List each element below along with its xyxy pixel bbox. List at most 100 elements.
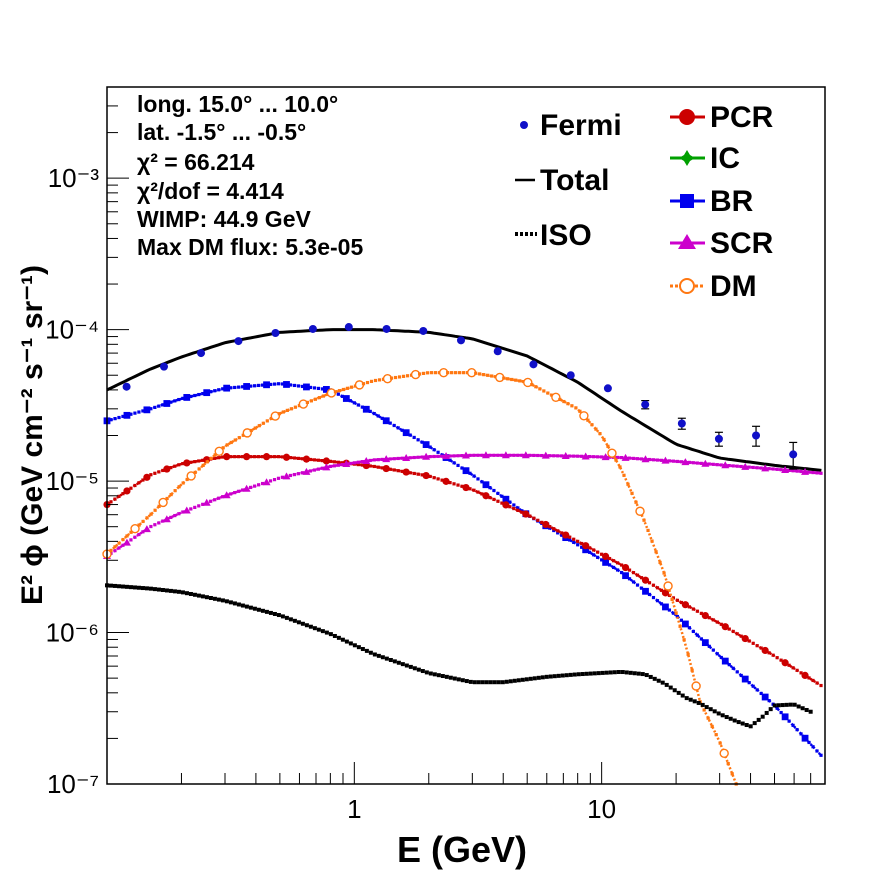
series-br-point — [420, 440, 424, 444]
series-iso-point — [432, 672, 437, 677]
series-dm-point — [137, 523, 141, 527]
series-dm-point — [506, 377, 510, 381]
series-dm-point — [186, 471, 196, 481]
series-br-point — [619, 570, 624, 575]
legend-marker-scr — [678, 234, 696, 249]
series-scr-point — [242, 484, 251, 492]
series-pcr-point — [711, 618, 715, 622]
series-br-point — [416, 438, 420, 442]
series-scr-point — [601, 453, 610, 461]
series-pcr-point — [739, 634, 743, 638]
series-pcr-point — [582, 542, 590, 550]
series-scr-point — [791, 469, 795, 473]
series-scr-point — [368, 458, 372, 463]
series-pcr-point — [608, 556, 612, 561]
series-iso-point — [772, 703, 777, 708]
series-iso-point — [512, 678, 517, 683]
series-scr-point — [213, 498, 217, 502]
series-pcr-point — [600, 552, 604, 556]
series-pcr-point — [562, 531, 570, 539]
series-pcr-point — [715, 620, 719, 624]
series-scr-point — [651, 458, 656, 462]
series-br-point — [631, 580, 636, 584]
series-iso-point — [796, 704, 801, 709]
series-br-point — [627, 577, 632, 581]
series-dm-point — [726, 761, 730, 766]
y-tick-label: 10⁻⁴ — [45, 315, 99, 345]
series-dm-point — [158, 497, 168, 508]
series-br-point — [203, 389, 211, 397]
series-scr-point — [811, 470, 815, 475]
legend-label-scr: SCR — [710, 227, 774, 260]
series-pcr-point — [767, 651, 771, 655]
series-pcr-point — [320, 459, 324, 463]
series-scr-point — [201, 502, 205, 506]
series-pcr-point — [312, 458, 317, 462]
series-br-point — [163, 400, 171, 407]
series-scr-point — [576, 454, 580, 458]
series-scr-point — [687, 460, 691, 465]
series-scr-point — [731, 464, 735, 468]
series-dm-point — [193, 470, 197, 475]
series-br-point — [787, 719, 791, 723]
series-iso-point — [496, 680, 501, 685]
series-br-point — [380, 416, 384, 420]
series-br-point — [727, 663, 731, 667]
series-dm-point — [321, 394, 326, 398]
series-scr-point — [568, 454, 572, 458]
series-scr-point — [771, 467, 775, 471]
series-scr-point — [182, 506, 191, 514]
series-scr-point — [631, 456, 636, 461]
series-dm-point — [397, 375, 402, 379]
series-pcr-point — [472, 488, 476, 492]
series-br-point — [779, 710, 783, 715]
y-axis-title: E² ϕ (GeV cm⁻² s⁻¹ sr⁻¹) — [16, 265, 49, 605]
series-br-point — [368, 409, 372, 414]
series-iso-point — [608, 670, 613, 675]
series-br-point — [456, 463, 460, 468]
series-pcr-point — [322, 457, 330, 465]
series-iso-point — [440, 674, 445, 679]
series-scr-point — [600, 455, 604, 459]
series-dm-point — [646, 528, 650, 533]
series-pcr-point — [189, 460, 193, 464]
legend-label-fermi: Fermi — [540, 109, 622, 142]
series-dm-point — [706, 716, 710, 720]
series-pcr-point — [611, 559, 616, 563]
series-iso-point — [768, 707, 773, 712]
series-scr-point — [779, 468, 783, 472]
series-iso-point — [460, 678, 465, 683]
series-br-point — [801, 734, 809, 742]
series-iso-point — [268, 610, 273, 615]
series-pcr-point — [615, 561, 620, 565]
series-dm-point — [682, 638, 686, 642]
series-scr-point — [340, 463, 344, 467]
series-iso-point — [680, 693, 685, 698]
series-br-point — [123, 411, 131, 419]
series-iso-point — [292, 618, 297, 623]
series-iso-point — [784, 702, 789, 707]
series-br-point — [500, 494, 504, 498]
series-scr-point — [801, 467, 810, 475]
series-iso-point — [576, 672, 581, 677]
fermi-point — [457, 336, 466, 345]
series-iso-point — [424, 670, 429, 675]
annotation-latitude: lat. -1.5° ... -0.5° — [137, 119, 306, 145]
series-scr-point — [328, 464, 332, 469]
series-br-point — [300, 384, 305, 389]
series-br-point — [667, 608, 672, 612]
series-br-point — [342, 395, 350, 402]
series-iso-point — [508, 679, 513, 684]
series-br-point — [731, 666, 735, 670]
series-dm-point — [389, 376, 394, 380]
series-pcr-point — [193, 460, 197, 464]
series-scr-point — [448, 454, 452, 458]
series-pcr-point — [282, 453, 291, 461]
series-scr-point — [356, 460, 360, 464]
series-iso-point — [584, 671, 589, 676]
series-br-point — [611, 565, 616, 570]
series-iso-point — [720, 713, 725, 718]
series-pcr-point — [388, 467, 392, 471]
series-dm-point — [454, 371, 458, 375]
series-dm-point — [650, 539, 654, 543]
